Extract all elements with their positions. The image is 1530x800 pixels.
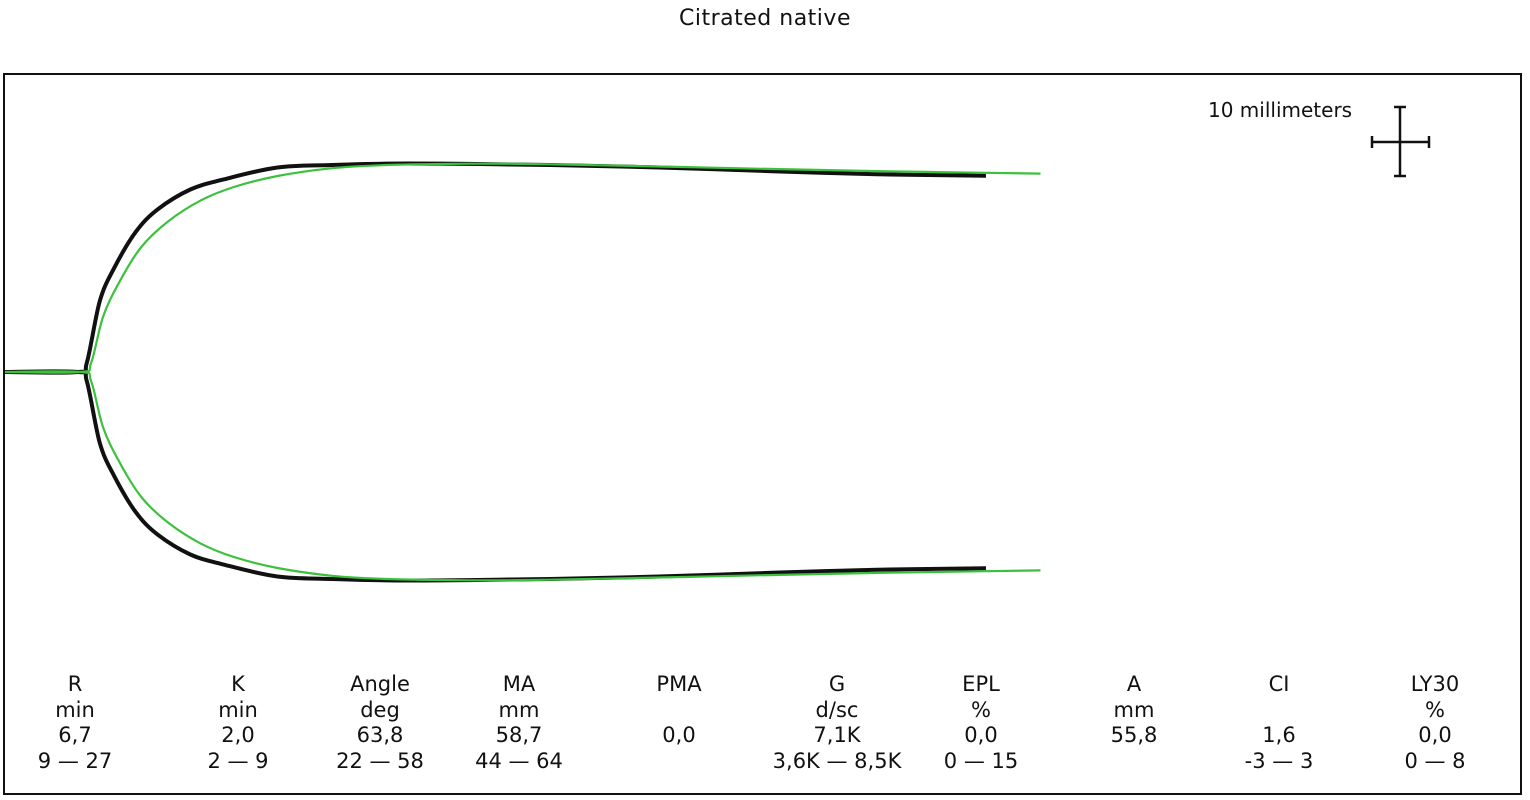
parameter-name: A bbox=[1126, 672, 1142, 696]
plot-frame bbox=[3, 73, 1522, 795]
reference-trace-lower bbox=[4, 370, 1041, 582]
parameter-unit: min bbox=[218, 697, 258, 722]
parameter-unit bbox=[1199, 698, 1359, 724]
parameter-range: 0 — 8 bbox=[1404, 748, 1466, 773]
parameter-name: K bbox=[231, 672, 245, 696]
parameter-unit: d/sc bbox=[815, 697, 859, 722]
parameter-unit: min bbox=[55, 697, 95, 722]
parameter-value: 0,0 bbox=[964, 723, 998, 747]
parameter-unit: mm bbox=[498, 697, 540, 722]
parameter-name: LY30 bbox=[1410, 672, 1460, 696]
parameter-name: CI bbox=[1268, 672, 1290, 696]
parameter-name: G bbox=[828, 672, 846, 696]
sample-trace-lower bbox=[4, 369, 987, 583]
parameter-column: EPL% 0,0 0 — 15 bbox=[901, 672, 1061, 774]
parameter-value: 7,1K bbox=[813, 723, 861, 747]
parameter-range: -3 — 3 bbox=[1244, 748, 1314, 773]
parameter-column: MA mm 58,7 44 — 64 bbox=[439, 672, 599, 774]
parameter-column: CI 1,6 -3 — 3 bbox=[1199, 672, 1359, 774]
parameter-value: 0,0 bbox=[1418, 723, 1452, 747]
parameter-range: 3,6K — 8,5K bbox=[772, 748, 902, 773]
parameter-unit bbox=[599, 698, 759, 724]
traces-group bbox=[4, 161, 1041, 583]
parameter-range bbox=[599, 749, 759, 775]
parameter-value: 2,0 bbox=[221, 723, 255, 747]
parameter-value: 55,8 bbox=[1110, 723, 1158, 747]
parameter-range: 22 — 58 bbox=[336, 748, 424, 773]
parameter-value: 6,7 bbox=[58, 723, 92, 747]
parameter-range: 9 — 27 bbox=[37, 748, 113, 773]
sample-trace-upper bbox=[4, 161, 987, 375]
parameter-range: 44 — 64 bbox=[475, 748, 563, 773]
parameter-column: LY30% 0,0 0 — 8 bbox=[1355, 672, 1515, 774]
parameter-range: 0 — 15 bbox=[943, 748, 1019, 773]
parameter-value: 1,6 bbox=[1262, 723, 1296, 747]
parameter-column: PMA 0,0 bbox=[599, 672, 759, 774]
reference-trace-upper bbox=[4, 162, 1041, 374]
parameter-column: Angle deg 63,8 22 — 58 bbox=[300, 672, 460, 774]
parameter-value: 63,8 bbox=[356, 723, 404, 747]
scale-bar-icon bbox=[1370, 105, 1431, 178]
parameter-name: R bbox=[67, 672, 83, 696]
parameter-unit: mm bbox=[1113, 697, 1155, 722]
parameter-name: PMA bbox=[656, 672, 702, 696]
parameter-unit: deg bbox=[360, 697, 400, 722]
parameter-name: Angle bbox=[350, 672, 410, 696]
parameter-name: EPL bbox=[962, 672, 1000, 696]
parameter-value: 0,0 bbox=[662, 723, 696, 747]
parameter-value: 58,7 bbox=[495, 723, 543, 747]
parameter-range bbox=[1054, 749, 1214, 775]
parameter-name: MA bbox=[502, 672, 536, 696]
chart-title: Citrated native bbox=[679, 6, 851, 31]
parameter-unit: % bbox=[1425, 697, 1445, 722]
scale-label: 10 millimeters bbox=[1208, 98, 1353, 122]
parameter-range: 2 — 9 bbox=[207, 748, 269, 773]
parameter-unit: % bbox=[971, 697, 991, 722]
